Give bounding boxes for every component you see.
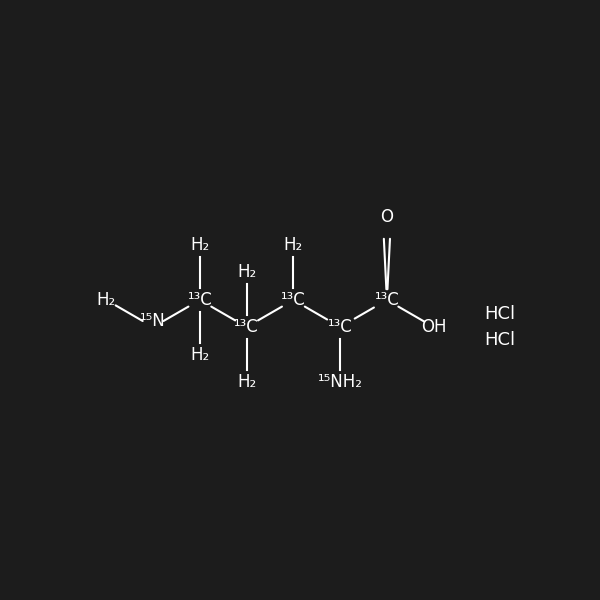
- Text: ¹³C: ¹³C: [328, 318, 353, 336]
- Text: ¹⁵NH₂: ¹⁵NH₂: [317, 373, 362, 391]
- Text: ¹³C: ¹³C: [281, 291, 306, 309]
- Text: ¹⁵N: ¹⁵N: [140, 312, 166, 330]
- Text: ¹³C: ¹³C: [187, 291, 212, 309]
- Text: ¹³C: ¹³C: [374, 291, 399, 309]
- Text: H₂: H₂: [190, 236, 209, 254]
- Text: H₂: H₂: [190, 346, 209, 364]
- Text: H₂: H₂: [237, 263, 256, 281]
- Text: HCl: HCl: [484, 305, 515, 323]
- Text: H₂: H₂: [237, 373, 256, 391]
- Text: OH: OH: [421, 318, 446, 336]
- Text: ¹³C: ¹³C: [234, 318, 259, 336]
- Text: O: O: [380, 208, 394, 226]
- Text: H₂: H₂: [97, 291, 116, 309]
- Text: HCl: HCl: [484, 331, 515, 349]
- Text: H₂: H₂: [284, 236, 303, 254]
